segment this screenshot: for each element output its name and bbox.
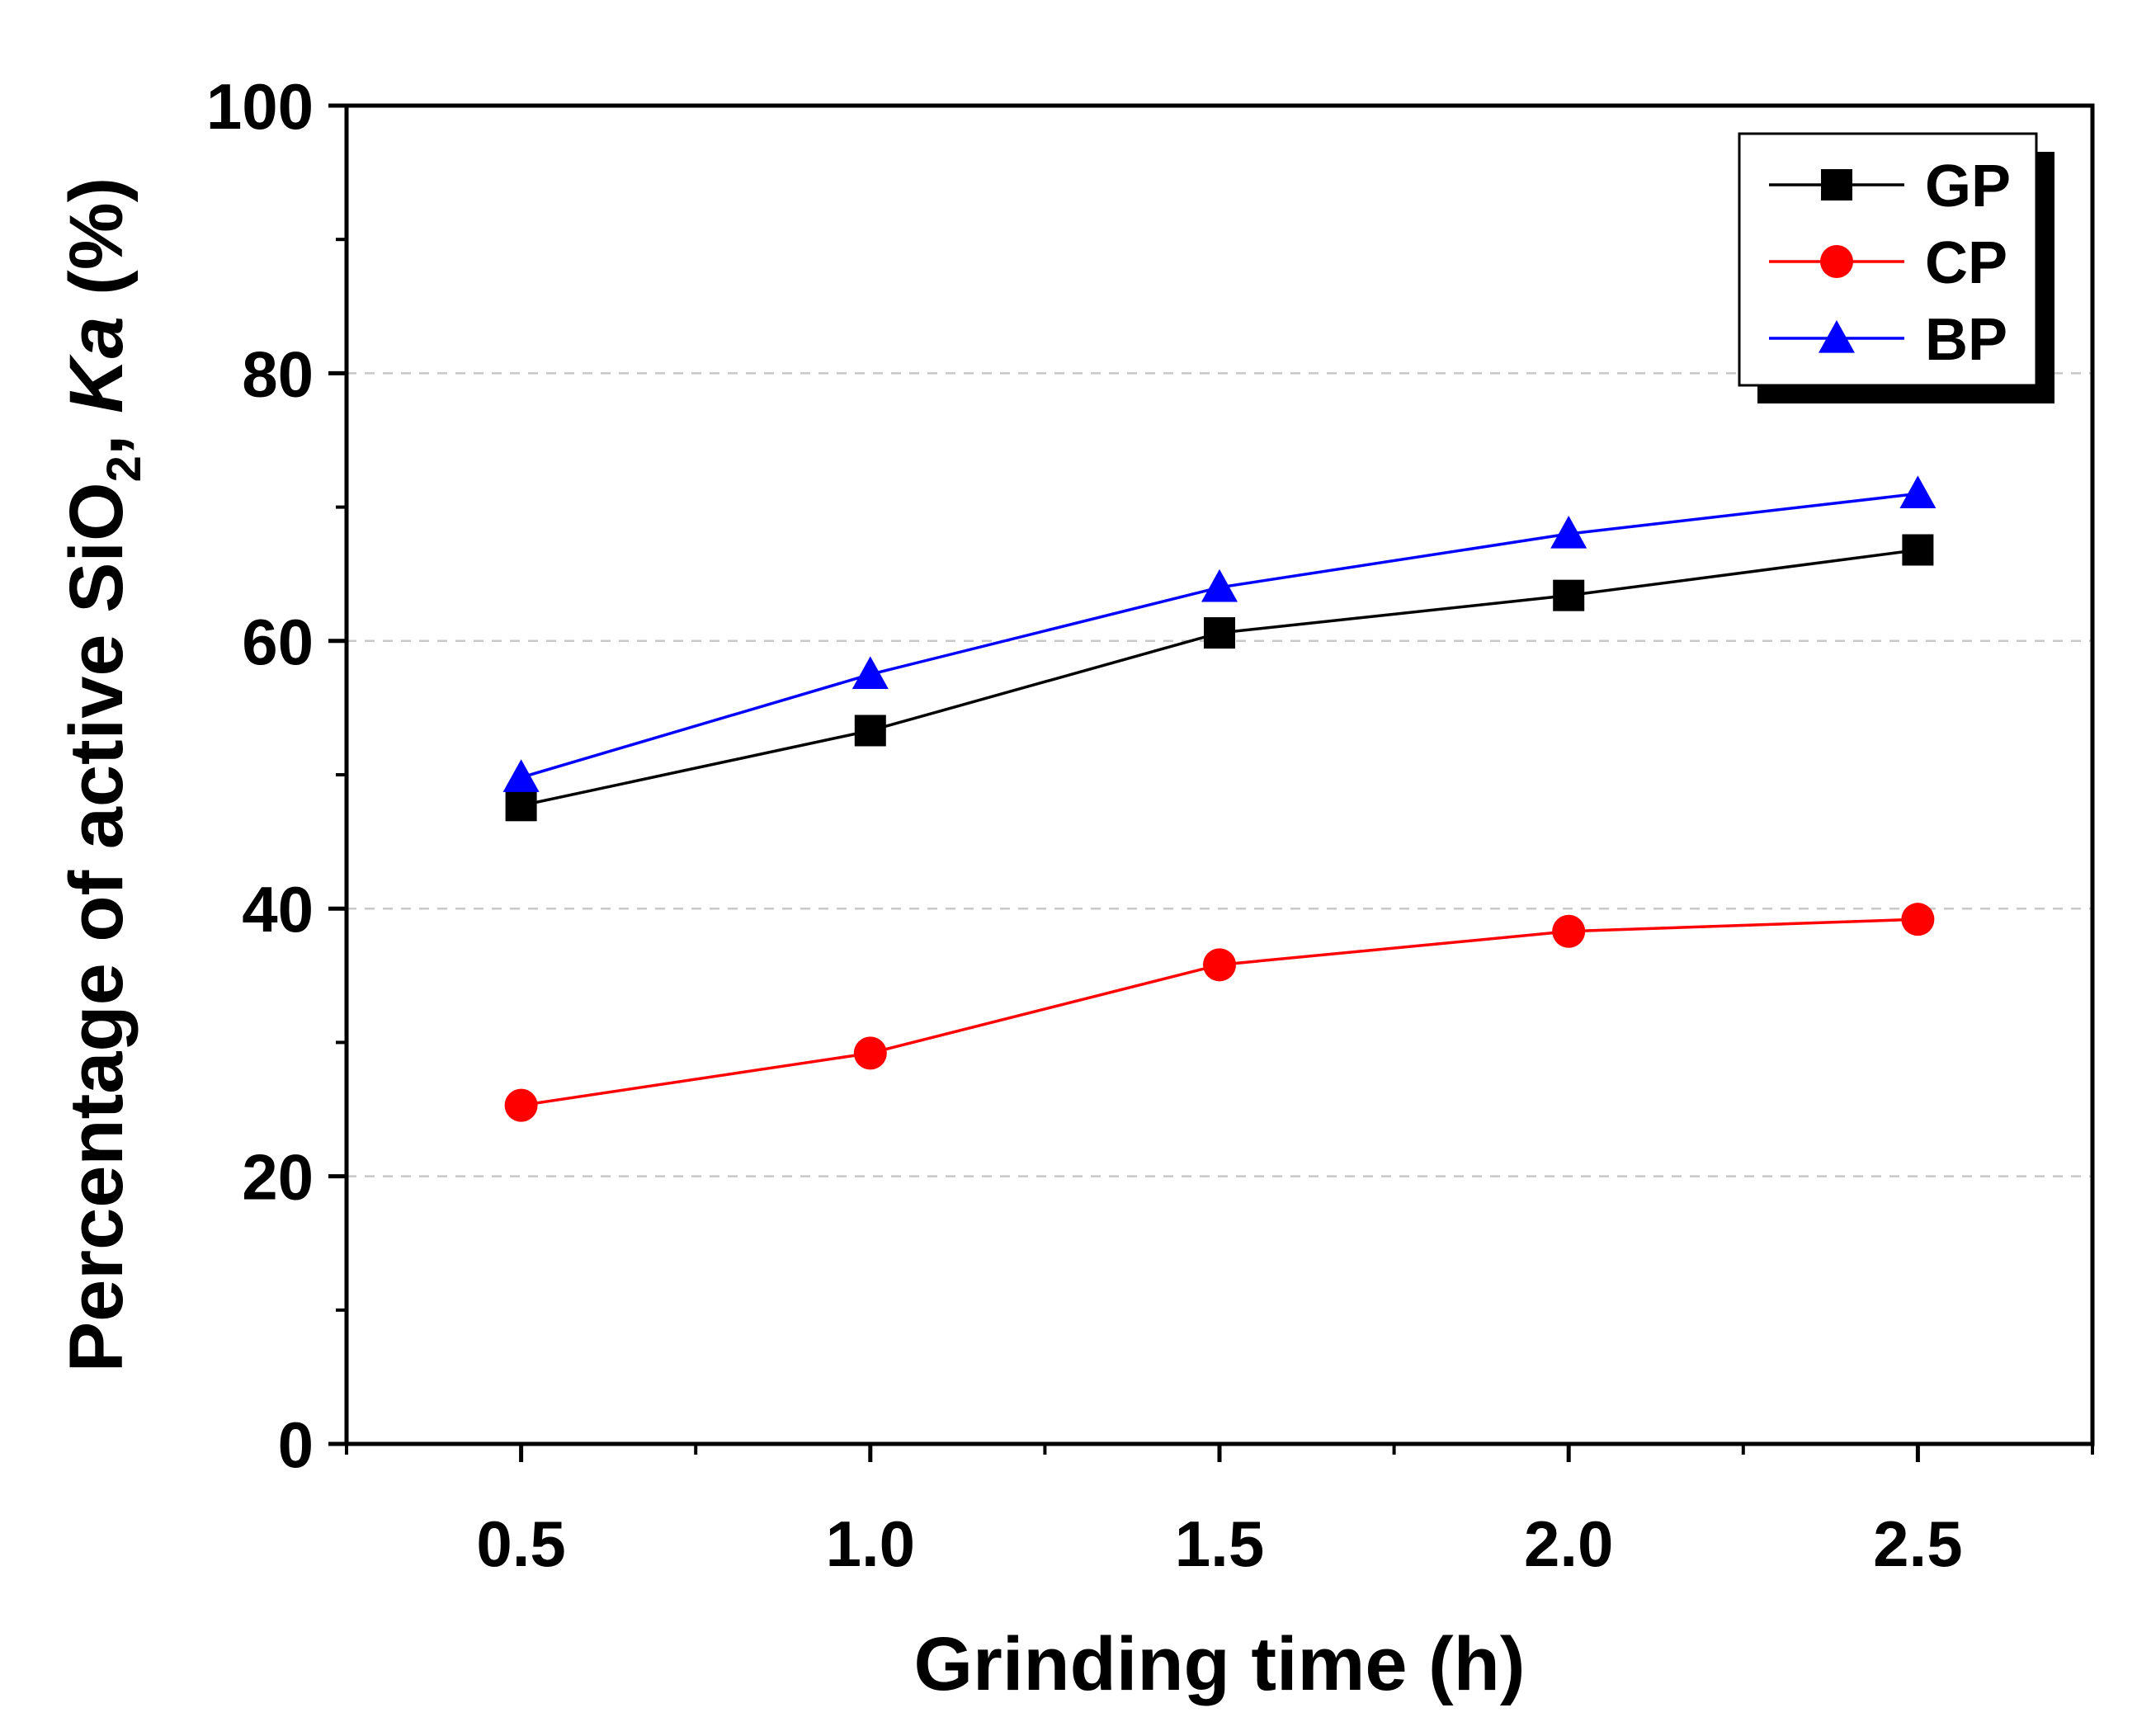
data-point-bp — [851, 656, 889, 689]
x-tick-label: 2.0 — [1524, 1507, 1613, 1580]
legend-marker-gp — [1821, 169, 1852, 200]
data-point-gp — [1204, 617, 1235, 649]
y-axis-title: Percentage of active SiO2, Ka (%) — [54, 177, 151, 1373]
x-tick-label: 0.5 — [476, 1507, 565, 1580]
y-tick-label: 0 — [278, 1408, 314, 1481]
ticks: 0.5 1.0 1.5 2.0 2.5 0 20 40 60 80 100 — [206, 70, 2094, 1580]
data-point-cp — [1203, 948, 1236, 982]
y-tick-label: 100 — [206, 70, 314, 143]
legend-marker-cp — [1820, 245, 1853, 278]
legend: GP CP BP — [1738, 132, 2054, 403]
y-tick-label: 60 — [242, 606, 314, 678]
data-point-cp — [1901, 903, 1935, 936]
legend-label-cp: CP — [1925, 230, 2007, 296]
legend-box — [1738, 132, 2038, 387]
y-axis-title-italic: Ka — [54, 316, 139, 413]
data-point-bp — [1899, 475, 1937, 508]
data-point-bp — [1201, 568, 1238, 602]
series-layer — [502, 475, 1937, 1122]
series-gp — [505, 534, 1934, 822]
x-tick-label: 1.0 — [826, 1507, 915, 1580]
data-point-bp — [502, 759, 540, 792]
y-tick-label: 80 — [242, 337, 314, 410]
y-axis-title-comma: , — [54, 413, 139, 455]
y-tick-label: 40 — [242, 873, 314, 946]
x-tick-label: 2.5 — [1873, 1507, 1962, 1580]
data-point-gp — [854, 715, 886, 747]
x-axis-title: Grinding time (h) — [913, 1622, 1525, 1706]
y-tick-label: 20 — [242, 1141, 314, 1214]
y-axis-title-prefix: Percentage of active SiO — [54, 482, 139, 1372]
data-point-cp — [853, 1036, 887, 1070]
data-point-gp — [1553, 579, 1585, 611]
series-bp — [502, 475, 1937, 792]
data-point-bp — [1550, 516, 1587, 549]
x-tick-label: 1.5 — [1175, 1507, 1264, 1580]
y-axis-title-subscript: 2 — [97, 455, 151, 482]
series-cp — [504, 903, 1935, 1122]
y-axis-title-suffix: (%) — [54, 177, 139, 317]
data-point-cp — [504, 1088, 538, 1122]
legend-label-bp: BP — [1925, 307, 2007, 373]
legend-label-gp: GP — [1925, 153, 2011, 219]
data-point-gp — [1902, 534, 1934, 566]
data-point-cp — [1552, 914, 1586, 948]
data-point-gp — [505, 790, 537, 822]
legend-marker-bp — [1819, 320, 1855, 353]
